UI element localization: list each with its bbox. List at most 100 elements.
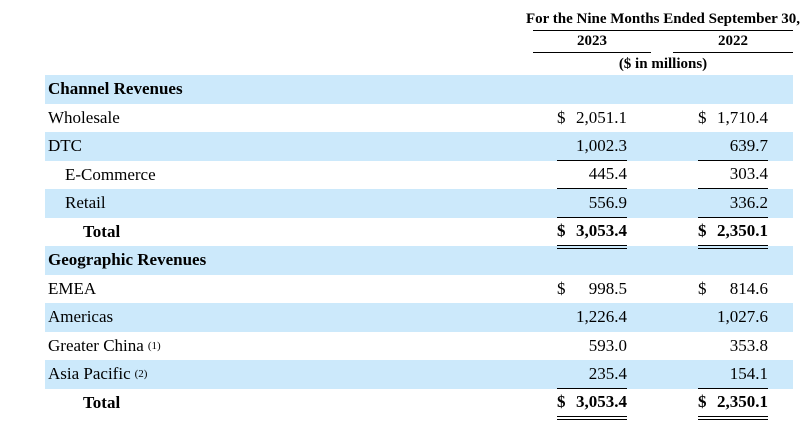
dollar-sign: $ (698, 278, 707, 298)
column-gap (651, 275, 673, 304)
value-cell-2023 (533, 75, 651, 104)
value-cell-2023: $2,051.1 (533, 104, 651, 133)
value-2023: 3,053.4 (576, 221, 627, 241)
value-2023: 445.4 (588, 164, 627, 184)
amount-2022: $814.6 (698, 275, 768, 304)
table-row: Total $3,053.4 $2,350.1 (45, 389, 793, 420)
value-cell-2022: $814.6 (673, 275, 793, 304)
table-row: Wholesale $2,051.1 $1,710.4 (45, 104, 793, 133)
value-2022: 814.6 (729, 278, 768, 298)
value-2023: 998.5 (588, 278, 627, 298)
amount-2022: 353.8 (698, 332, 768, 361)
value-2022: 2,350.1 (717, 392, 768, 412)
row-label: Americas (45, 303, 533, 332)
row-label: Total (45, 218, 533, 247)
value-cell-2022: 639.7 (673, 132, 793, 161)
amount-2022: 1,027.6 (698, 303, 768, 332)
amount-2023: 445.4 (557, 161, 627, 189)
table-row: EMEA $998.5 $814.6 (45, 275, 793, 304)
table-row: Retail 556.9 336.2 (45, 189, 793, 218)
period-header-row: For the Nine Months Ended September 30, (45, 6, 800, 31)
row-label: Greater China (1) (48, 335, 161, 355)
value-2022: 639.7 (729, 135, 768, 155)
value-cell-2023: 235.4 (533, 360, 651, 389)
column-gap (651, 75, 673, 104)
column-gap (651, 246, 673, 275)
value-2023: 3,053.4 (576, 392, 627, 412)
value-cell-2023: $3,053.4 (533, 218, 651, 249)
column-gap (651, 303, 673, 332)
row-label-text: Americas (48, 307, 114, 327)
row-label-text: Retail (65, 193, 106, 213)
table-row: E-Commerce 445.4 303.4 (45, 161, 793, 190)
column-gap (651, 360, 673, 389)
value-2023: 235.4 (588, 363, 627, 383)
units-label: ($ in millions) (618, 55, 708, 72)
value-2023: 2,051.1 (576, 107, 627, 127)
value-cell-2022: $2,350.1 (673, 389, 793, 420)
amount-2022: 336.2 (698, 189, 768, 218)
column-gap (651, 389, 673, 418)
row-label: EMEA (45, 275, 533, 304)
table-row: Greater China (1) 593.0 353.8 (45, 332, 793, 361)
dollar-sign: $ (557, 278, 566, 298)
value-cell-2022 (673, 75, 793, 104)
row-label-text: Wholesale (48, 107, 120, 127)
row-label: Total (45, 389, 533, 418)
amount-2023: 1,002.3 (557, 132, 627, 161)
year-2023-header: 2023 (533, 31, 651, 53)
value-cell-2022: 303.4 (673, 161, 793, 189)
amount-2022: $1,710.4 (698, 104, 768, 133)
table-row: DTC 1,002.3 639.7 (45, 132, 793, 161)
row-label-text: Asia Pacific (48, 364, 131, 384)
value-cell-2022: 154.1 (673, 360, 793, 389)
row-label: DTC (45, 132, 533, 161)
dollar-sign: $ (698, 221, 707, 241)
row-label-text: Total (83, 221, 121, 241)
year-2022-header: 2022 (673, 31, 793, 53)
dollar-sign: $ (557, 107, 566, 127)
value-2022: 303.4 (729, 164, 768, 184)
row-label-text: EMEA (48, 278, 97, 298)
row-label-text: Geographic Revenues (48, 250, 207, 270)
amount-2023: 593.0 (557, 332, 627, 361)
table-row: Asia Pacific (2) 235.4 154.1 (45, 360, 793, 389)
row-label: Geographic Revenues (45, 246, 533, 275)
table-row: Total $3,053.4 $2,350.1 (45, 218, 793, 249)
value-2023: 556.9 (588, 192, 627, 212)
value-2022: 154.1 (729, 363, 768, 383)
row-label: Asia Pacific (2) (48, 364, 148, 384)
value-2022: 1,710.4 (717, 107, 768, 127)
amount-2023: $3,053.4 (557, 389, 627, 420)
row-label-text: E-Commerce (65, 164, 156, 184)
value-cell-2023: 1,002.3 (533, 132, 651, 161)
row-label: Channel Revenues (45, 75, 533, 104)
amount-2022: $2,350.1 (698, 389, 768, 420)
value-cell-2023: $3,053.4 (533, 389, 651, 420)
value-cell-2022: 336.2 (673, 189, 793, 218)
value-2022: 1,027.6 (717, 307, 768, 327)
table-body: Channel Revenues Wholesale $2,051.1 $1,7… (45, 75, 793, 420)
amount-2023: 1,226.4 (557, 303, 627, 332)
value-2023: 1,002.3 (576, 135, 627, 155)
column-gap (651, 218, 673, 247)
row-label-text: DTC (48, 136, 82, 156)
header-label-spacer (45, 6, 533, 31)
dollar-sign: $ (557, 392, 566, 412)
value-2022: 2,350.1 (717, 221, 768, 241)
value-cell-2022 (673, 246, 793, 275)
amount-2022: 639.7 (698, 132, 768, 161)
row-label-text: Channel Revenues (48, 79, 183, 99)
value-cell-2022: 353.8 (673, 332, 793, 361)
row-label: Wholesale (45, 104, 533, 133)
value-cell-2023: $998.5 (533, 275, 651, 304)
value-2023: 593.0 (588, 335, 627, 355)
value-2022: 353.8 (729, 335, 768, 355)
table-row: Geographic Revenues (45, 246, 793, 275)
value-2022: 336.2 (729, 192, 768, 212)
revenue-table: For the Nine Months Ended September 30, … (45, 6, 800, 420)
amount-2023: 235.4 (557, 360, 627, 389)
header-label-spacer (45, 53, 533, 75)
row-label: E-Commerce (45, 161, 533, 190)
